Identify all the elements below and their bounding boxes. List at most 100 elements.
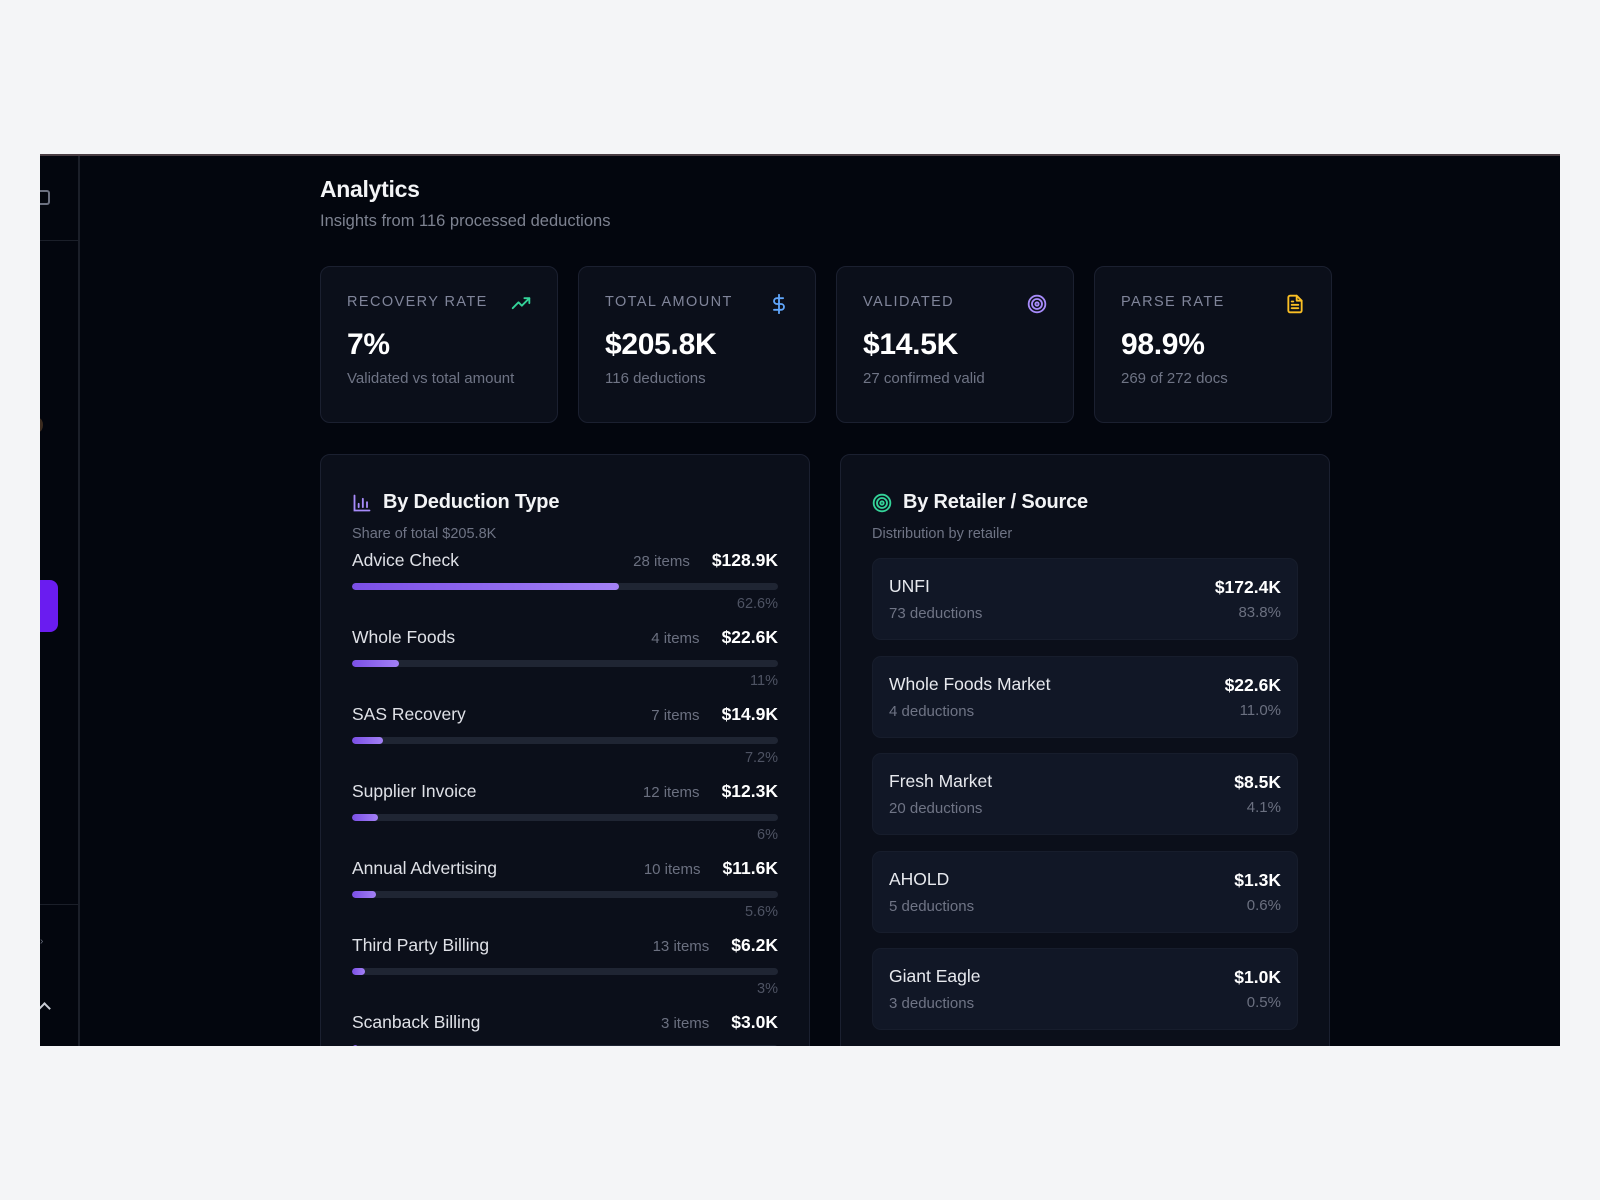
kpi-label: Parse Rate — [1121, 294, 1225, 310]
dollar-icon — [773, 294, 785, 314]
deduction-type-row[interactable]: Whole Foods 4 items $22.6K 11% — [352, 627, 778, 704]
share-bar-fill — [352, 660, 399, 667]
target-icon — [1027, 294, 1047, 314]
by-retailer-panel: By Retailer / Source Distribution by ret… — [840, 454, 1330, 1046]
share-bar-fill — [352, 814, 378, 821]
type-name: SAS Recovery — [352, 704, 466, 724]
panel-title: By Deduction Type — [383, 491, 560, 513]
kpi-label: Validated — [863, 294, 955, 310]
type-count: 7 items — [651, 707, 700, 724]
type-amount: $14.9K — [721, 704, 778, 724]
kpi-label: Total Amount — [605, 294, 733, 310]
type-name: Advice Check — [352, 550, 459, 570]
sidebar-avatar-icon[interactable] — [40, 418, 43, 432]
kpi-card-validated: Validated $14.5K 27 confirmed valid — [836, 266, 1074, 423]
type-count: 4 items — [651, 630, 700, 647]
deduction-type-row[interactable]: Supplier Invoice 12 items $12.3K 6% — [352, 781, 778, 858]
type-percent: 62.6% — [736, 596, 778, 612]
retailer-amount: $22.6K — [1224, 674, 1281, 695]
deduction-type-row[interactable]: Advice Check 28 items $128.9K 62.6% — [352, 550, 778, 627]
kpi-value: $205.8K — [605, 328, 717, 361]
retailer-percent: 83.8% — [1238, 604, 1281, 621]
deduction-type-row[interactable]: Annual Advertising 10 items $11.6K 5.6% — [352, 858, 778, 935]
type-name: Scanback Billing — [352, 1012, 481, 1032]
share-bar-fill — [352, 737, 383, 744]
chevron-up-icon[interactable] — [40, 1002, 51, 1015]
type-amount: $128.9K — [711, 550, 778, 570]
type-name: Whole Foods — [352, 627, 456, 647]
deduction-type-row[interactable]: SAS Recovery 7 items $14.9K 7.2% — [352, 704, 778, 781]
panel-title: By Retailer / Source — [903, 491, 1088, 513]
retailer-deductions: 4 deductions — [889, 702, 975, 720]
panel-subtitle: Share of total $205.8K — [352, 526, 497, 542]
deduction-type-list: Advice Check 28 items $128.9K 62.6% Whol… — [352, 550, 778, 1046]
page-subtitle: Insights from 116 processed deductions — [320, 212, 611, 230]
deduction-type-row[interactable]: Scanback Billing 3 items $3.0K — [352, 1012, 778, 1046]
share-bar-track — [352, 1045, 778, 1046]
kpi-subtext: 116 deductions — [605, 370, 706, 387]
type-amount: $3.0K — [731, 1012, 778, 1032]
share-bar-track — [352, 660, 778, 667]
sidebar-toggle-icon[interactable] — [40, 190, 50, 205]
kpi-label: Recovery Rate — [347, 294, 488, 310]
kpi-value: $14.5K — [863, 328, 958, 361]
sidebar-arrow-icon[interactable]: › — [40, 936, 44, 947]
retailer-card[interactable]: UNFI 73 deductions $172.4K 83.8% — [872, 558, 1298, 640]
share-bar-fill — [352, 968, 365, 975]
retailer-card[interactable]: Whole Foods Market 4 deductions $22.6K 1… — [872, 655, 1298, 738]
kpi-card-recovery-rate: Recovery Rate 7% Validated vs total amou… — [320, 266, 558, 423]
retailer-deductions: 5 deductions — [889, 897, 975, 915]
share-bar-track — [352, 583, 778, 590]
retailer-percent: 0.5% — [1246, 994, 1281, 1011]
type-count: 28 items — [633, 553, 690, 570]
type-count: 3 items — [660, 1015, 710, 1032]
deduction-type-row[interactable]: Third Party Billing 13 items $6.2K 3% — [352, 935, 778, 1012]
by-deduction-type-panel: By Deduction Type Share of total $205.8K… — [320, 454, 810, 1046]
share-bar-track — [352, 814, 778, 821]
type-count: 12 items — [642, 784, 700, 801]
type-percent: 6% — [757, 827, 778, 843]
retailer-amount: $1.0K — [1234, 967, 1281, 987]
type-count: 10 items — [643, 861, 701, 878]
panel-subtitle: Distribution by retailer — [872, 526, 1013, 542]
type-count: 13 items — [652, 938, 710, 955]
share-bar-fill — [352, 583, 619, 590]
kpi-card-parse-rate: Parse Rate 98.9% 269 of 272 docs — [1094, 266, 1332, 423]
sidebar-divider — [40, 240, 80, 241]
retailer-name: Whole Foods Market — [889, 673, 1051, 694]
type-name: Supplier Invoice — [352, 781, 477, 801]
retailer-name: Fresh Market — [889, 771, 993, 791]
kpi-subtext: 27 confirmed valid — [863, 370, 985, 387]
share-bar-fill — [352, 1045, 359, 1046]
kpi-subtext: 269 of 272 docs — [1121, 370, 1228, 387]
retailer-percent: 4.1% — [1246, 799, 1281, 816]
kpi-card-total-amount: Total Amount $205.8K 116 deductions — [578, 266, 816, 423]
retailer-percent: 11.0% — [1239, 701, 1281, 719]
retailer-amount: $172.4K — [1214, 577, 1281, 597]
type-percent: 7.2% — [744, 750, 778, 766]
type-amount: $6.2K — [731, 935, 778, 955]
kpi-row: Recovery Rate 7% Validated vs total amou… — [320, 266, 1332, 423]
retailer-percent: 0.6% — [1246, 896, 1281, 914]
retailer-card[interactable]: Fresh Market 20 deductions $8.5K 4.1% — [872, 753, 1298, 835]
kpi-subtext: Validated vs total amount — [347, 370, 515, 387]
type-amount: $11.6K — [722, 858, 778, 878]
retailer-list: UNFI 73 deductions $172.4K 83.8% Whole F… — [872, 558, 1298, 1030]
retailer-card[interactable]: AHOLD 5 deductions $1.3K 0.6% — [872, 850, 1298, 933]
retailer-name: Giant Eagle — [889, 966, 981, 986]
retailer-deductions: 73 deductions — [889, 605, 983, 622]
share-bar-track — [352, 737, 778, 744]
trending-up-icon — [511, 297, 531, 310]
type-amount: $12.3K — [721, 781, 778, 801]
sidebar-item-active[interactable] — [40, 580, 58, 632]
app-window: › Analytics Insights from 116 processed … — [40, 154, 1560, 1046]
share-bar-track — [352, 891, 778, 898]
type-percent: 3% — [757, 981, 778, 997]
sidebar-divider — [40, 904, 80, 905]
target-icon — [872, 493, 892, 512]
retailer-card[interactable]: Giant Eagle 3 deductions $1.0K 0.5% — [872, 948, 1298, 1030]
retailer-deductions: 3 deductions — [889, 995, 975, 1012]
sidebar: › — [40, 156, 80, 1046]
share-bar-track — [352, 968, 778, 975]
type-name: Third Party Billing — [352, 935, 490, 955]
